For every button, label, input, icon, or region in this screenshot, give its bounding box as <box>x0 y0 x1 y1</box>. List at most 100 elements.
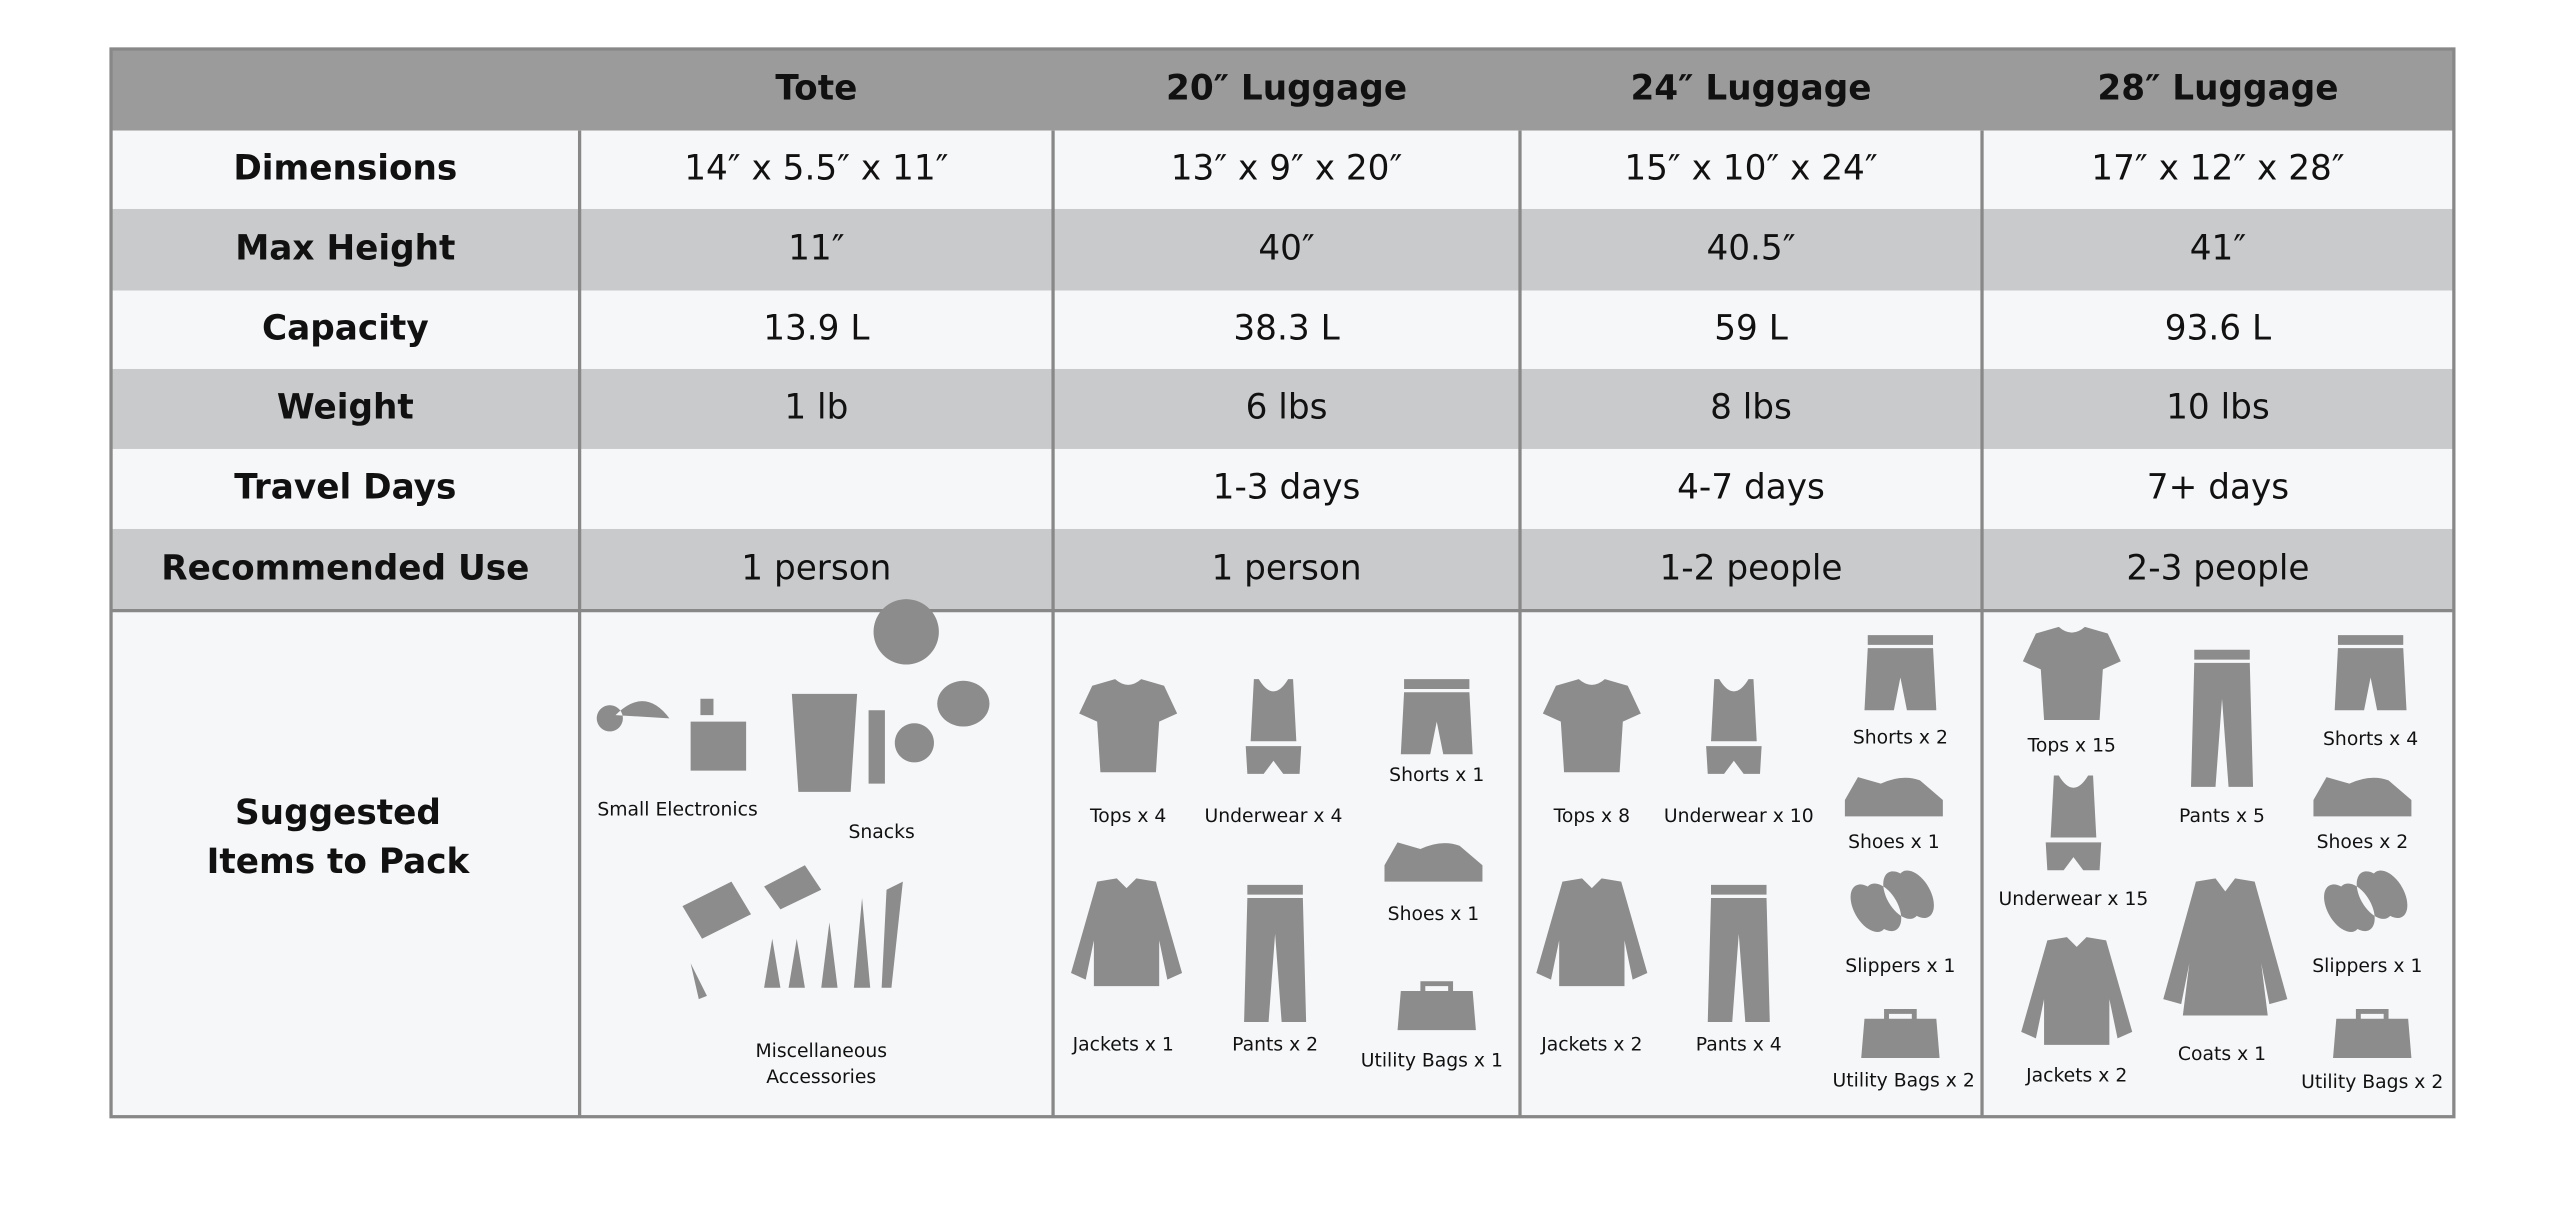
item-icon <box>1536 878 1648 987</box>
item-label: Shorts x 2 <box>1853 727 1948 748</box>
cell: 14″ x 5.5″ x 11″ <box>684 148 948 188</box>
item-label: Shorts x 1 <box>1389 765 1484 786</box>
row-label: Dimensions <box>233 148 457 188</box>
cell: 93.6 L <box>2165 308 2271 348</box>
cell: 1 person <box>1211 548 1361 588</box>
cell: 40.5″ <box>1706 228 1795 268</box>
item-icon <box>2163 878 2288 1016</box>
cell: 17″ x 12″ x 28″ <box>2091 148 2344 188</box>
cell: 38.3 L <box>1233 308 1339 348</box>
item-label: Utility Bags x 2 <box>1833 1070 1975 1091</box>
cell: 8 lbs <box>1710 387 1792 427</box>
cell: 1-3 days <box>1213 467 1361 507</box>
item-icon <box>1706 679 1762 774</box>
item-icon <box>1707 884 1770 1023</box>
column-header: 24″ Luggage <box>1630 68 1871 108</box>
row-bg <box>111 368 2454 449</box>
item-icon <box>1400 679 1473 755</box>
item-icon <box>2333 1008 2412 1058</box>
cell: 40″ <box>1258 228 1314 268</box>
column-header: Tote <box>775 68 857 108</box>
cell: 1 person <box>741 548 891 588</box>
item-label: Miscellaneous <box>755 1041 887 1062</box>
item-label: Tops x 15 <box>2027 736 2116 757</box>
item-icon <box>1397 981 1476 1031</box>
item-icon <box>2334 635 2407 711</box>
item-icon <box>1244 884 1307 1023</box>
cell: 11″ <box>788 228 844 268</box>
table-border <box>109 47 2456 1119</box>
item-label: Shoes x 1 <box>1848 832 1940 853</box>
cell: 1-2 people <box>1660 548 1843 588</box>
item-icon <box>682 865 903 1000</box>
cell: 41″ <box>2190 228 2246 268</box>
cell: 10 lbs <box>2166 387 2270 427</box>
item-icon <box>2191 649 2254 787</box>
item-label: Tops x 8 <box>1553 806 1630 827</box>
item-icon <box>596 698 747 771</box>
item-label: Coats x 1 <box>2178 1044 2266 1065</box>
item-label: Underwear x 4 <box>1205 806 1343 827</box>
row-bg <box>111 208 2454 291</box>
item-label: Shorts x 4 <box>2323 729 2418 750</box>
item-label: Small Electronics <box>597 799 757 820</box>
item-label: Pants x 4 <box>1696 1034 1782 1055</box>
cell: 2-3 people <box>2126 548 2309 588</box>
items-label: Items to Pack <box>207 842 471 882</box>
item-label: Pants x 5 <box>2179 806 2265 827</box>
item-label: Jackets x 1 <box>1072 1034 1174 1055</box>
item-icon <box>1542 679 1641 773</box>
item-label: Tops x 4 <box>1089 806 1166 827</box>
item-icon <box>2021 937 2133 1045</box>
row-bg <box>111 528 2454 611</box>
row-label: Recommended Use <box>161 548 529 588</box>
item-icon <box>2022 626 2121 720</box>
column-header: 20″ Luggage <box>1166 68 1407 108</box>
cell: 59 L <box>1714 308 1788 348</box>
header-bg <box>111 48 2454 131</box>
row-bg <box>111 290 2454 369</box>
row-bg <box>111 448 2454 529</box>
item-label: Jackets x 2 <box>1540 1034 1642 1055</box>
item-label: Slippers x 1 <box>2312 956 2422 977</box>
item-icon <box>1071 878 1183 987</box>
item-icon <box>2045 775 2102 871</box>
item-label: Pants x 2 <box>1232 1034 1318 1055</box>
items-label: Suggested <box>235 793 441 833</box>
item-label: Accessories <box>766 1067 876 1088</box>
item-label: Shoes x 2 <box>2317 832 2409 853</box>
cell: 1 lb <box>784 387 848 427</box>
cell: 13.9 L <box>763 308 869 348</box>
item-icon <box>1864 635 1937 711</box>
row-label: Capacity <box>262 308 429 348</box>
row-label: Weight <box>277 387 414 427</box>
item-label: Shoes x 1 <box>1388 904 1480 925</box>
item-icon <box>1861 1008 1940 1058</box>
cell: 4-7 days <box>1677 467 1825 507</box>
item-label: Jackets x 2 <box>2025 1065 2127 1086</box>
item-icon <box>1245 679 1302 774</box>
row-label: Travel Days <box>234 467 456 507</box>
item-icon <box>791 599 990 792</box>
item-label: Slippers x 1 <box>1845 956 1955 977</box>
cell: 13″ x 9″ x 20″ <box>1171 148 1403 188</box>
item-icon <box>1850 870 1934 932</box>
row-label: Max Height <box>235 228 455 268</box>
item-icon <box>2324 870 2408 932</box>
column-header: 28″ Luggage <box>2097 68 2338 108</box>
item-icon <box>2313 777 2412 817</box>
item-icon <box>1844 777 1943 817</box>
item-icon <box>1079 679 1178 773</box>
row-bg <box>111 130 2454 209</box>
cell: 6 lbs <box>1246 387 1328 427</box>
item-label: Utility Bags x 2 <box>2301 1072 2443 1093</box>
cell: 15″ x 10″ x 24″ <box>1624 148 1877 188</box>
item-label: Snacks <box>848 822 914 843</box>
item-label: Utility Bags x 1 <box>1361 1051 1503 1072</box>
item-icon <box>1384 842 1483 882</box>
item-label: Underwear x 10 <box>1664 806 1814 827</box>
cell: 7+ days <box>2147 467 2289 507</box>
item-label: Underwear x 15 <box>1999 889 2149 910</box>
